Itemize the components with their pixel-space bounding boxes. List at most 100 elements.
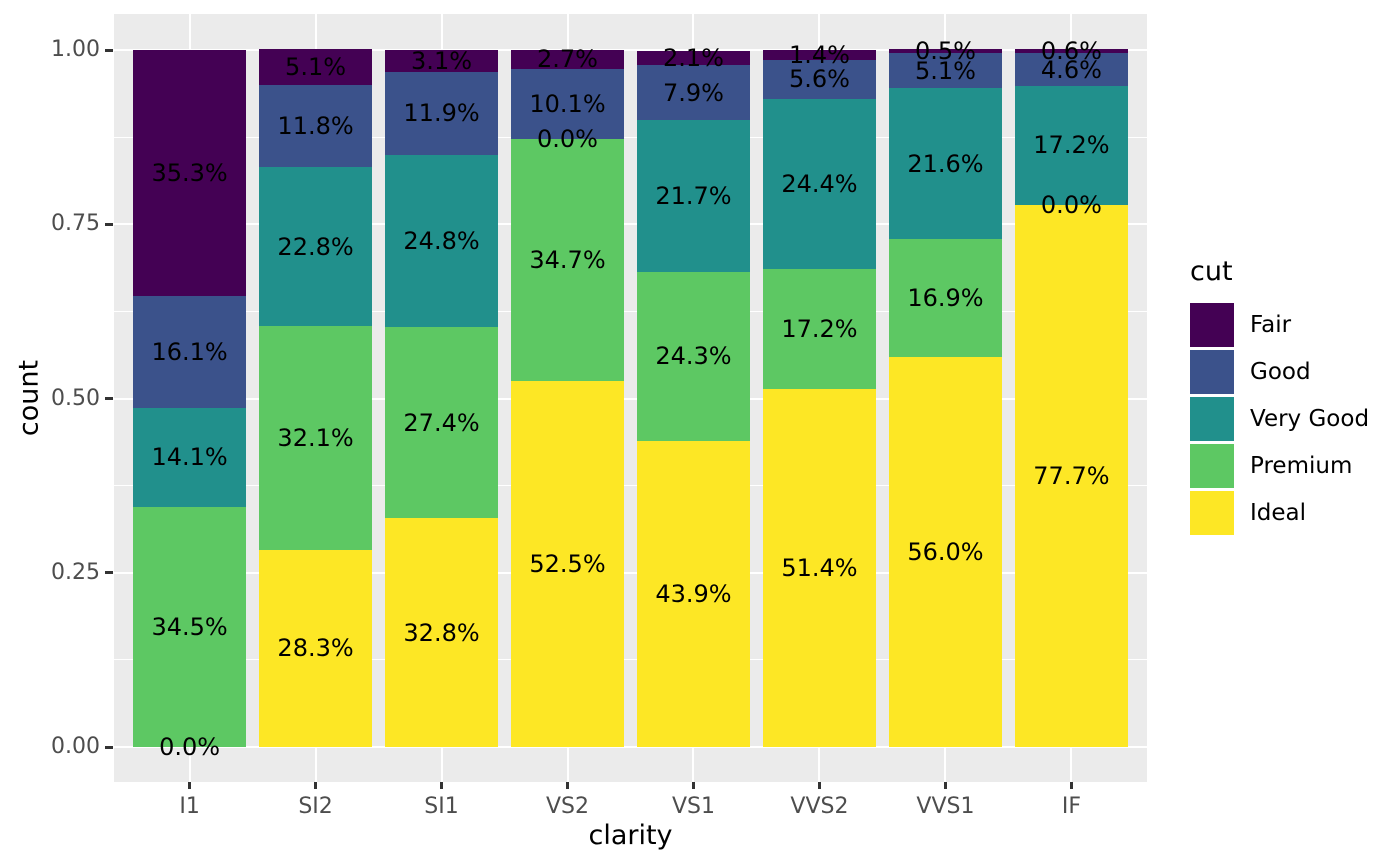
bar-segment <box>1014 85 1128 206</box>
bar-segment-label: 2.7% <box>537 45 598 74</box>
gridline-major-y <box>114 223 1147 226</box>
bar-segment <box>385 50 499 72</box>
legend-entry: Fair <box>1190 303 1369 347</box>
gridline-minor-y <box>114 485 1147 487</box>
legend-entry: Ideal <box>1190 491 1369 535</box>
bar-segment <box>133 506 247 747</box>
bar-segment <box>511 381 624 747</box>
bar-segment <box>1014 49 1128 54</box>
bar-segment <box>385 327 499 519</box>
legend-entry: Premium <box>1190 444 1369 488</box>
y-axis-tick-mark <box>105 48 113 52</box>
bar-segment <box>762 268 876 389</box>
bar-segment <box>762 59 876 99</box>
bar-segment-label: 77.7% <box>1033 462 1110 491</box>
legend: cut Fair Good Very Good Premium Ideal <box>1190 256 1369 538</box>
bar-segment <box>636 65 750 121</box>
bar-segment-label: 5.6% <box>788 65 850 94</box>
bar-segment-label: 0.0% <box>159 732 221 761</box>
bar-segment-label: 52.5% <box>529 549 606 578</box>
bar-segment-label: 1.4% <box>788 40 850 69</box>
legend-key-swatch <box>1190 303 1234 347</box>
gridline-major-y <box>114 397 1147 400</box>
bar-segment <box>762 50 876 60</box>
x-axis-tick-mark <box>314 782 318 789</box>
gridline-minor-y <box>114 659 1147 661</box>
bar-segment-label: 16.1% <box>151 337 228 366</box>
legend-entry: Very Good <box>1190 397 1369 441</box>
y-axis-tick-mark <box>105 571 113 575</box>
bar-segment <box>888 238 1002 357</box>
bar-segment <box>385 71 499 155</box>
gridline-major-y <box>114 571 1147 574</box>
bar-segment-label: 7.9% <box>662 78 724 107</box>
y-axis-tick-label: 0.75 <box>51 211 100 237</box>
bar-segment-label: 14.1% <box>151 443 228 472</box>
legend-entry-label: Premium <box>1250 453 1353 479</box>
bar-segment-label: 21.6% <box>907 149 984 178</box>
bar-segment <box>133 50 247 297</box>
bar-segment <box>385 154 499 328</box>
y-axis-tick-mark <box>105 745 113 749</box>
gridline-minor-y <box>114 136 1147 138</box>
gridline-major-y <box>114 49 1147 51</box>
legend-key-swatch <box>1190 397 1234 441</box>
x-axis-title: clarity <box>588 820 673 851</box>
bar-segment-label: 0.0% <box>537 125 598 154</box>
bar-segment-label: 0.6% <box>1040 37 1102 66</box>
x-axis-tick-mark <box>691 782 695 789</box>
bar-segment <box>888 49 1002 53</box>
y-axis-tick-label: 1.00 <box>51 37 100 62</box>
bar-segment-label: 0.5% <box>914 36 976 65</box>
bar-segment-label: 16.9% <box>907 283 984 312</box>
legend-entry-label: Good <box>1250 359 1311 385</box>
bar-segment <box>259 49 373 85</box>
bar-segment <box>133 296 247 409</box>
x-axis-tick-mark <box>188 782 192 789</box>
bar-segment <box>636 50 750 66</box>
bar-segment <box>259 167 373 326</box>
bar-segment-label: 11.9% <box>403 98 480 127</box>
bar-segment-label: 32.8% <box>403 618 480 647</box>
y-axis-tick-label: 0.50 <box>51 385 100 411</box>
x-axis-tick-mark <box>943 782 947 789</box>
x-axis-tick-mark <box>440 782 444 789</box>
y-axis-tick-label: 0.00 <box>51 734 100 759</box>
bar-segment-label: 5.1% <box>914 56 976 85</box>
x-axis-tick-mark <box>817 782 821 789</box>
bar-segment-label: 51.4% <box>781 553 858 582</box>
x-axis-tick-label: SI1 <box>424 794 459 819</box>
bar-segment-label: 35.3% <box>151 158 228 187</box>
legend-title: cut <box>1190 256 1233 287</box>
bar-segment-label: 17.2% <box>1033 131 1110 160</box>
bar-segment-label: 22.8% <box>277 232 354 261</box>
bar-segment-label: 27.4% <box>403 408 480 437</box>
x-axis-tick-label: VVS1 <box>916 794 975 819</box>
x-axis-tick-label: IF <box>1061 794 1081 819</box>
bar-segment <box>259 549 373 747</box>
y-axis-tick-mark <box>105 397 113 400</box>
x-axis-tick-label: VVS2 <box>790 794 849 819</box>
legend-entry-label: Fair <box>1250 312 1292 338</box>
bar-segment <box>636 120 750 272</box>
bar-segment-label: 34.5% <box>151 612 228 641</box>
bar-segment <box>511 139 624 382</box>
bar-segment <box>762 98 876 269</box>
gridline-minor-y <box>114 310 1147 312</box>
bar-segment-label: 34.7% <box>529 245 606 274</box>
x-axis-tick-label: VS2 <box>545 794 589 819</box>
plot-panel: 0.0% 34.5% 14.1% 16.1% 35.3% 28.3% 32.1% 22.8% 1… <box>114 14 1147 782</box>
bar-segment-label: 21.7% <box>655 181 732 210</box>
gridline-major-y <box>114 746 1147 748</box>
legend-entry: Good <box>1190 350 1369 394</box>
bar-segment-label: 3.1% <box>411 46 473 75</box>
bar-segment-label: 5.1% <box>285 52 347 81</box>
legend-key-swatch <box>1190 491 1234 535</box>
bar-segment <box>888 88 1002 239</box>
bar-segment-label: 17.2% <box>781 314 858 343</box>
bar-segment <box>511 68 624 140</box>
bar-segment <box>1014 53 1128 86</box>
bar-segment-label: 24.3% <box>655 342 732 371</box>
bar-segment-label: 10.1% <box>529 89 606 118</box>
bar-segment <box>259 326 373 550</box>
